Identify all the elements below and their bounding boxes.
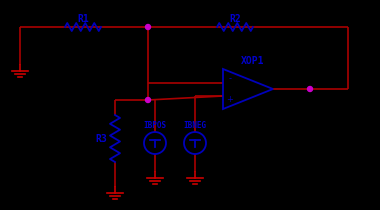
Text: R3: R3 (95, 134, 107, 143)
Circle shape (146, 25, 150, 29)
Text: +: + (226, 94, 233, 104)
Text: IBPOS: IBPOS (143, 121, 166, 130)
Text: -: - (228, 75, 231, 84)
Circle shape (146, 97, 150, 102)
Text: XOP1: XOP1 (241, 56, 265, 66)
Text: R2: R2 (229, 14, 241, 24)
Text: IBNEG: IBNEG (184, 121, 207, 130)
Circle shape (307, 87, 312, 92)
Text: R1: R1 (77, 14, 89, 24)
